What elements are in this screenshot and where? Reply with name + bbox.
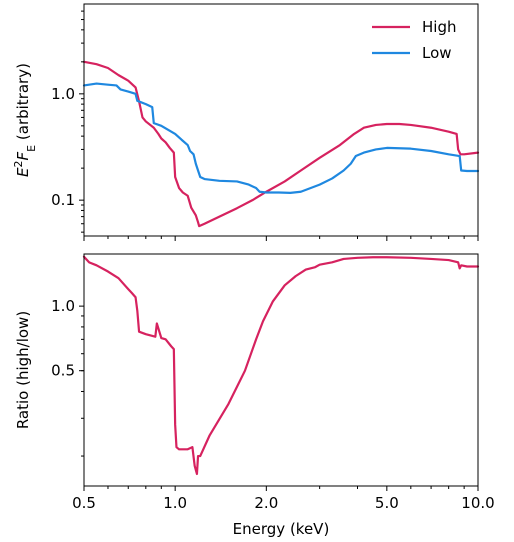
legend-label-low: Low: [422, 44, 452, 62]
spectrum-line-high: [82, 60, 480, 228]
ratio-xtick-label: 10.0: [461, 494, 494, 512]
ratio-ticks: 0.5 1.0 2.0 5.0 10.0 0.5 1.0: [51, 297, 495, 512]
spectrum-series-group: [82, 60, 480, 228]
ratio-series-group: [82, 255, 480, 476]
spectrum-line-low: [82, 82, 480, 194]
spectrum-ytick-label: 0.1: [51, 191, 75, 209]
spectrum-ytick-label: 1.0: [51, 85, 75, 103]
ratio-xtick-label: 1.0: [163, 494, 187, 512]
legend-label-high: High: [422, 18, 456, 36]
ratio-ylabel: Ratio (high/low): [14, 311, 32, 429]
ratio-xtick-label: 5.0: [375, 494, 399, 512]
energy-xlabel: Energy (keV): [233, 520, 330, 538]
ratio-axes-frame: [83, 253, 479, 487]
spectrum-ylabel: E2FE (arbitrary): [12, 63, 38, 177]
spectrum-ticks: 0.1 1.0: [51, 10, 479, 241]
spectrum-axes-frame: [83, 3, 479, 237]
ratio-ytick-label: 0.5: [51, 362, 75, 380]
ratio-xtick-label: 2.0: [254, 494, 278, 512]
spectrum-panel: 0.1 1.0 E2FE (arbitrary) High Low: [12, 3, 480, 241]
legend: High Low: [372, 18, 456, 62]
ratio-xtick-label: 0.5: [72, 494, 96, 512]
ratio-panel: 0.5 1.0 2.0 5.0 10.00.51.0 Ratio (high/low) …: [14, 253, 495, 538]
ratio-line-ratio: [82, 255, 480, 476]
ratio-ytick-label: 1.0: [51, 297, 75, 315]
